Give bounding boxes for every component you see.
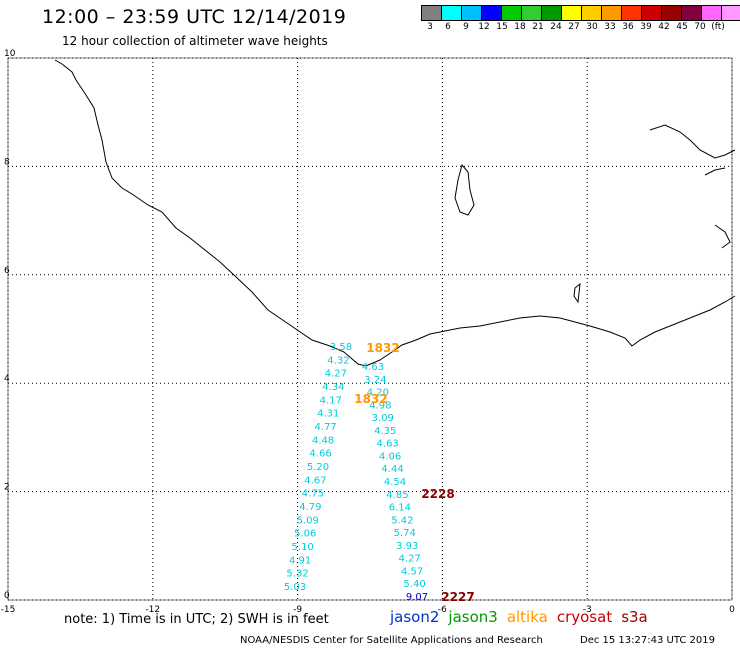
footer-center: NOAA/NESDIS Center for Satellite Applica… [240, 635, 543, 646]
legend-label: 27 [568, 22, 580, 32]
island-4 [714, 224, 731, 249]
legend-label: 3 [427, 22, 433, 32]
track-b-value: 4.63 [377, 439, 399, 450]
satellite-legend: jason2 jason3 altika cryosat s3a [390, 608, 648, 626]
track-a-value: 5.06 [294, 529, 316, 540]
legend-label: 15 [496, 22, 508, 32]
track-a-value: 4.79 [299, 502, 321, 513]
track-a-value: 4.32 [327, 355, 349, 366]
track-a-value: 5.20 [307, 462, 329, 473]
track-b-value: 5.40 [403, 579, 425, 590]
track-b-value: 5.74 [394, 528, 416, 539]
legend-label: 42 [658, 22, 670, 32]
track-b-value: 4.85 [386, 490, 408, 501]
x-tick-label: -12 [145, 605, 160, 615]
track-b-value: 4.20 [367, 388, 389, 399]
legend-label: 70 [694, 22, 706, 32]
legend-label: 36 [622, 22, 634, 32]
track-b-value: 5.42 [391, 515, 413, 526]
track-b-value: 9.07 [406, 592, 428, 603]
track-a-value: 5.10 [292, 542, 314, 553]
color-scale-legend [421, 5, 740, 21]
legend-label: 24 [550, 22, 562, 32]
track-b-value: 4.54 [384, 477, 406, 488]
track-time-label: 2228 [421, 487, 454, 501]
legend-label: 45 [676, 22, 688, 32]
sat-altika: altika [506, 608, 548, 626]
x-tick-label: 0 [729, 605, 735, 615]
track-b-value: 3.24 [364, 375, 386, 386]
legend-label: 9 [463, 22, 469, 32]
track-b-value: 4.35 [374, 426, 396, 437]
track-a-value: 4.48 [312, 435, 334, 446]
legend-label: 30 [586, 22, 598, 32]
legend-label: 39 [640, 22, 652, 32]
track-b-value: 3.09 [372, 413, 394, 424]
y-tick-label: 8 [4, 157, 10, 167]
track-time-label: 1832 [354, 392, 387, 406]
track-b-value: 6.14 [389, 503, 411, 514]
track-a-value: 4.31 [317, 409, 339, 420]
y-tick-label: 6 [4, 266, 10, 276]
legend-swatch [721, 5, 740, 21]
coastline [54, 59, 736, 367]
track-b-value: 4.44 [381, 464, 403, 475]
y-tick-label: 0 [4, 591, 10, 601]
altimeter-tracks: 3.58 4.32 4.27 4.34 4.17 4.31 4.77 4.48 4.66 5.20… [284, 341, 475, 604]
track-a-value: 5.32 [286, 569, 308, 580]
legend-label: 18 [514, 22, 526, 32]
track-a-value: 4.66 [309, 449, 331, 460]
sat-jason2: jason2 [390, 608, 440, 626]
x-tick-label: -3 [583, 605, 592, 615]
track-a-value: 5.09 [297, 515, 319, 526]
x-tick-label: -15 [1, 605, 16, 615]
sat-cryosat: cryosat [556, 608, 613, 626]
legend-label: 21 [532, 22, 544, 32]
island-1 [454, 163, 475, 216]
track-b-value: 4.27 [399, 554, 421, 565]
track-a-value: 4.75 [302, 489, 324, 500]
y-tick-label: 2 [4, 483, 10, 493]
axis-labels: -15 -12 -9 -6 -3 0 0 2 4 6 8 10 [1, 49, 735, 615]
coastline-main [54, 59, 736, 367]
track-a-value: 4.77 [315, 422, 337, 433]
island-3 [573, 282, 581, 304]
x-tick-label: -9 [293, 605, 302, 615]
y-tick-label: 4 [4, 374, 10, 384]
track-b-value: 4.63 [362, 362, 384, 373]
track-a-value: 4.17 [320, 395, 342, 406]
track-a-value: 4.34 [322, 382, 344, 393]
track-a-value: 4.91 [289, 555, 311, 566]
track-a-value: 4.67 [304, 475, 326, 486]
page-subtitle: 12 hour collection of altimeter wave hei… [62, 34, 328, 48]
track-time-label: 1832 [366, 341, 399, 355]
island-2 [649, 124, 736, 176]
track-a-value: 3.58 [330, 342, 352, 353]
track-b-value: 4.98 [369, 400, 391, 411]
y-tick-label: 10 [4, 49, 16, 59]
track-b-value: 4.06 [379, 451, 401, 462]
legend-label: 12 [478, 22, 490, 32]
x-tick-label: -6 [438, 605, 447, 615]
grid-lines [7, 57, 733, 601]
track-b-value: 3.93 [396, 541, 418, 552]
footer-timestamp: Dec 15 13:27:43 UTC 2019 [580, 635, 715, 646]
note-text: note: 1) Time is in UTC; 2) SWH is in fe… [64, 612, 329, 627]
legend-label: 6 [445, 22, 451, 32]
page-title: 12:00 – 23:59 UTC 12/14/2019 [42, 6, 347, 28]
track-b-value: 4.57 [401, 566, 423, 577]
legend-label: (ft) [711, 22, 725, 32]
sat-s3a: s3a [621, 608, 648, 626]
track-a-value: 5.03 [284, 582, 306, 593]
legend-label: 33 [604, 22, 616, 32]
track-time-label: 2227 [441, 590, 474, 604]
color-scale-labels: 3 6 9 12 15 18 21 24 27 30 33 36 39 42 45 70 (ft) [421, 22, 727, 32]
track-a-value: 4.27 [325, 369, 347, 380]
sat-jason3: jason3 [448, 608, 498, 626]
